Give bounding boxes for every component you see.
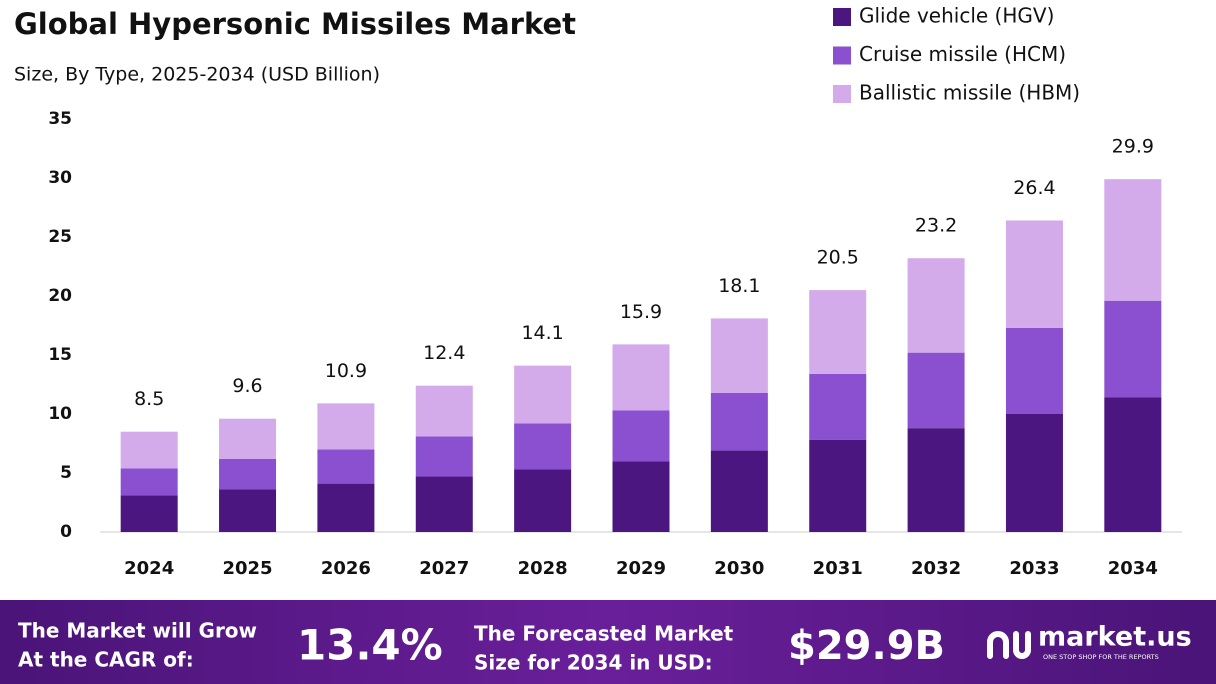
bar-segment [219, 458, 277, 490]
cagr-label: The Market will Grow [18, 619, 257, 643]
bar-segment [612, 410, 670, 462]
legend-label: Glide vehicle (HGV) [859, 4, 1054, 28]
logo-shape [1013, 631, 1031, 659]
bar-segment [612, 344, 670, 411]
bar-segment [907, 352, 965, 429]
bar-segment [907, 258, 965, 353]
chart-subtitle: Size, By Type, 2025-2034 (USD Billion) [14, 64, 380, 86]
legend: Glide vehicle (HGV) Cruise missile (HCM) B… [833, 4, 1080, 105]
forecast-value: $29.9B [788, 623, 945, 669]
bar-segment [1104, 300, 1162, 398]
bar-segment [710, 392, 768, 451]
y-tick-label: 15 [48, 345, 72, 365]
tagline: ONE STOP SHOP FOR THE REPORTS [1043, 653, 1159, 661]
legend-swatch [833, 46, 851, 65]
bar-segment [120, 495, 178, 532]
y-tick-label: 35 [48, 109, 72, 129]
x-tick-label: 2027 [419, 558, 469, 579]
total-label: 9.6 [232, 375, 262, 397]
bar-segment [120, 431, 178, 469]
x-tick-label: 2034 [1108, 558, 1158, 579]
bar-segment [1005, 414, 1063, 532]
legend-label: Cruise missile (HCM) [859, 42, 1066, 66]
bar-segment [710, 450, 768, 532]
bar-segment [219, 489, 277, 532]
legend-label: Ballistic missile (HBM) [859, 81, 1080, 105]
bar-segment [317, 449, 375, 484]
y-tick-label: 10 [48, 404, 72, 424]
bar-segment [415, 436, 473, 477]
bar-segment [809, 373, 867, 440]
forecast-label: The Forecasted Market [474, 622, 734, 646]
total-label: 20.5 [817, 247, 859, 269]
bar-segment [1005, 327, 1063, 414]
bar-segment [317, 403, 375, 450]
y-tick-label: 0 [60, 522, 72, 542]
bar-segment [120, 468, 178, 496]
bar-segment [612, 461, 670, 532]
total-label: 10.9 [325, 360, 367, 382]
x-tick-label: 2028 [518, 558, 568, 579]
x-tick-label: 2032 [911, 558, 961, 579]
bar-segment [415, 476, 473, 532]
bar-segment [415, 385, 473, 437]
logo-shape [987, 631, 1009, 659]
bar-segment [514, 469, 572, 532]
forecast-label: Size for 2034 in USD: [474, 651, 713, 675]
x-tick-label: 2030 [714, 558, 764, 579]
total-label: 18.1 [718, 275, 760, 297]
bar-segment [514, 365, 572, 424]
bar-segment [219, 418, 277, 459]
y-tick-label: 30 [48, 168, 72, 188]
legend-swatch [833, 8, 851, 26]
total-label: 23.2 [915, 215, 957, 237]
x-tick-label: 2031 [813, 558, 863, 579]
x-tick-label: 2026 [321, 558, 371, 579]
total-label: 15.9 [620, 301, 662, 323]
y-tick-label: 20 [48, 286, 72, 306]
bar-segment [1005, 220, 1063, 328]
total-label: 29.9 [1112, 136, 1154, 158]
cagr-label: At the CAGR of: [18, 648, 194, 672]
bar-segment [514, 423, 572, 470]
legend-swatch [833, 85, 851, 103]
bar-segment [1104, 397, 1162, 532]
x-tick-label: 2029 [616, 558, 666, 579]
bar-segment [317, 483, 375, 532]
chart-title: Global Hypersonic Missiles Market [14, 7, 576, 41]
bar-segment [710, 318, 768, 393]
x-tick-label: 2033 [1009, 558, 1059, 579]
x-tick-label: 2025 [222, 558, 272, 579]
total-label: 26.4 [1013, 177, 1055, 199]
y-tick-label: 25 [48, 227, 72, 247]
bar-segment [907, 428, 965, 532]
cagr-value: 13.4% [297, 621, 443, 670]
bar-segment [809, 290, 867, 374]
bar-segment [809, 439, 867, 532]
y-tick-label: 5 [60, 463, 72, 483]
brand: market.us [1038, 622, 1192, 653]
total-label: 12.4 [423, 342, 465, 364]
brand-logo [987, 631, 1031, 659]
bar-segment [1104, 179, 1162, 301]
total-label: 8.5 [134, 388, 164, 410]
total-label: 14.1 [521, 322, 563, 344]
x-tick-label: 2024 [124, 558, 174, 579]
